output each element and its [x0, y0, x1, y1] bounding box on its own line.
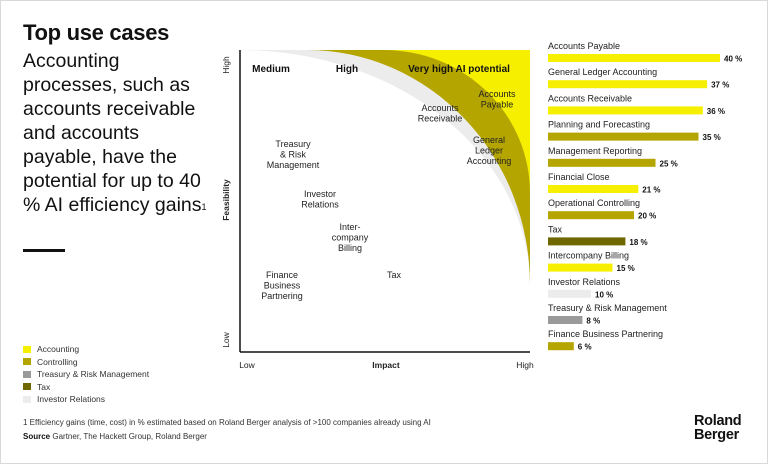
bar-category-label: Investor Relations: [548, 277, 621, 287]
bar-value-label: 40 %: [724, 55, 742, 64]
bar-category-label: Accounts Receivable: [548, 93, 632, 103]
use-case-label: Accounts Payable: [478, 89, 516, 110]
bar-value-label: 20 %: [638, 212, 656, 221]
legend-item: Treasury & Risk Management: [23, 368, 149, 381]
bar: [548, 342, 574, 351]
logo-line-1: Roland: [694, 413, 742, 429]
x-tick-label: High: [516, 360, 534, 370]
footnote: 1 Efficiency gains (time, cost) in % est…: [23, 418, 431, 427]
bar: [548, 185, 639, 193]
bar-category-label: Planning and Forecasting: [548, 120, 650, 130]
source-label: Source: [23, 432, 51, 441]
legend-swatch: [23, 383, 31, 391]
headline-rule: [23, 249, 65, 252]
bar-value-label: 8 %: [586, 317, 600, 326]
x-axis-title: Impact: [372, 360, 400, 370]
bar: [548, 54, 720, 62]
bar-value-label: 18 %: [629, 238, 647, 247]
bar-category-label: Accounts Payable: [548, 41, 620, 51]
source-line: Source Gartner, The Hackett Group, Rolan…: [23, 432, 207, 441]
legend: Accounting Controlling Treasury & Risk M…: [23, 343, 149, 406]
bar: [548, 106, 703, 115]
use-case-label: Management Reporting: [424, 201, 477, 222]
headline: Accounting processes, such as accounts r…: [23, 49, 208, 217]
legend-label: Accounting: [37, 344, 80, 355]
zone-header: Medium: [252, 64, 290, 75]
bar-category-label: Treasury & Risk Management: [548, 303, 667, 313]
bar: [548, 316, 583, 324]
use-case-label: Accounts Receivable: [418, 103, 463, 124]
bar-value-label: 6 %: [578, 343, 592, 352]
use-case-label: Financial Close: [375, 189, 411, 210]
bar-value-label: 37 %: [711, 81, 729, 90]
bar-category-label: Finance Business Partnering: [548, 329, 663, 339]
roland-berger-logo: Roland Berger: [694, 413, 742, 443]
bar: [548, 80, 708, 89]
legend-item: Tax: [23, 381, 149, 394]
bar-value-label: 35 %: [703, 133, 721, 142]
zone-header: Very high AI potential: [408, 64, 510, 75]
legend-label: Investor Relations: [37, 394, 106, 405]
zone-high-area: [307, 50, 530, 285]
page-title: Top use cases: [23, 20, 170, 45]
bar-value-label: 36 %: [707, 107, 725, 116]
bar-category-label: Management Reporting: [548, 146, 642, 156]
bar-value-label: 25 %: [660, 159, 678, 168]
legend-item: Accounting: [23, 343, 149, 356]
use-case-label: Investor Relations: [301, 189, 339, 210]
bar-category-label: General Ledger Accounting: [548, 67, 657, 77]
y-tick-label: High: [221, 56, 231, 74]
bar-category-label: Financial Close: [548, 172, 610, 182]
legend-label: Tax: [37, 381, 51, 392]
bar-value-label: 21 %: [642, 186, 660, 195]
bar-category-label: Operational Controlling: [548, 198, 640, 208]
bar-category-label: Intercompany Billing: [548, 251, 629, 261]
y-tick-label: Low: [221, 331, 231, 347]
bar-value-label: 15 %: [617, 264, 635, 273]
use-case-label: Tax: [387, 270, 402, 280]
bar: [548, 237, 626, 246]
use-case-label: General Ledger Accounting: [467, 135, 512, 166]
legend-swatch: [23, 345, 31, 353]
bar: [548, 158, 656, 167]
bar-value-label: 10 %: [595, 290, 613, 299]
headline-text: Accounting processes, such as accounts r…: [23, 50, 202, 216]
source-text: Gartner, The Hackett Group, Roland Berge…: [52, 432, 207, 441]
headline-footnote-mark: 1: [201, 202, 207, 212]
use-case-label: Planning and Forecasting: [457, 234, 510, 255]
legend-swatch: [23, 370, 31, 378]
bar-category-label: Tax: [548, 224, 563, 234]
bar: [548, 211, 634, 220]
zone-header: High: [336, 64, 358, 75]
legend-item: Investor Relations: [23, 393, 149, 406]
bar: [548, 263, 613, 272]
bar: [548, 289, 591, 298]
legend-item: Controlling: [23, 356, 149, 369]
x-tick-label: Low: [239, 360, 255, 370]
use-case-label: Operational Controlling: [359, 151, 406, 172]
legend-label: Controlling: [37, 356, 78, 367]
use-case-label: Treasury & Risk Management: [267, 139, 320, 170]
y-axis-title: Feasibility: [221, 179, 231, 221]
legend-swatch: [23, 395, 31, 403]
bar: [548, 132, 699, 141]
zone-very-high-area: [384, 50, 530, 193]
use-case-label: Finance Business Partnering: [261, 270, 303, 301]
legend-swatch: [23, 358, 31, 366]
logo-line-2: Berger: [694, 427, 739, 443]
use-case-label: Inter-company Billing: [332, 222, 369, 253]
legend-label: Treasury & Risk Management: [37, 369, 150, 380]
